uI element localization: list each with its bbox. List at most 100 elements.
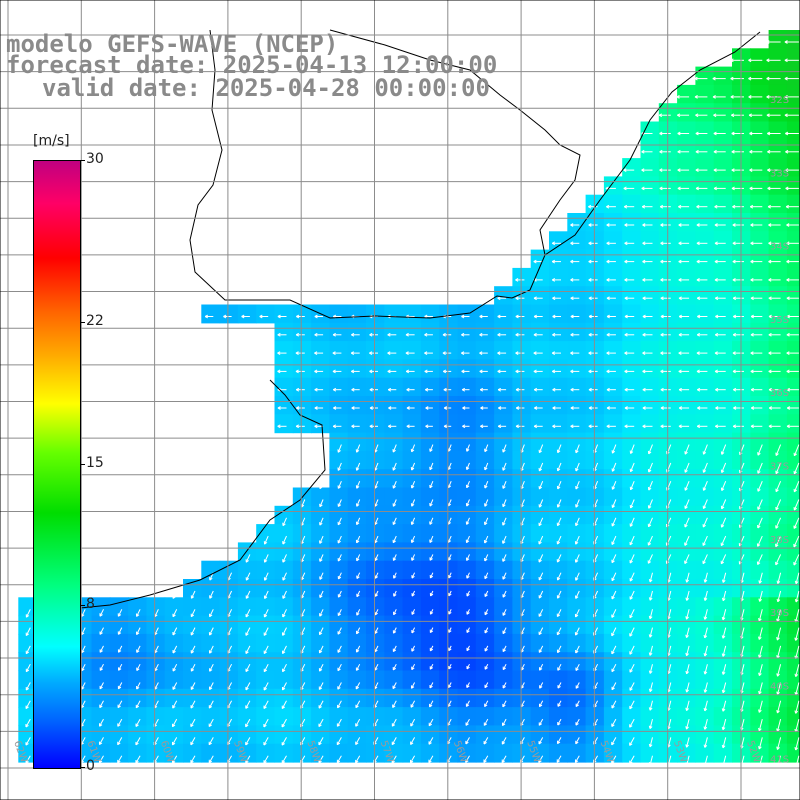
wind-speed-cell	[658, 743, 678, 763]
wind-arrow	[588, 296, 598, 301]
wind-speed-cell	[768, 341, 788, 360]
wind-speed-cell	[384, 377, 404, 397]
wind-arrow	[721, 682, 727, 694]
wind-speed-cell	[329, 633, 349, 653]
wind-speed-cell	[750, 542, 770, 562]
wind-arrow	[766, 58, 781, 63]
wind-speed-cell	[640, 231, 660, 251]
wind-arrow	[629, 481, 635, 491]
wind-speed-cell	[164, 597, 184, 617]
wind-arrow	[539, 682, 544, 689]
wind-arrow	[606, 332, 616, 337]
wind-arrow	[629, 517, 635, 527]
wind-arrow	[748, 95, 763, 99]
wind-speed-cell	[677, 359, 696, 379]
wind-speed-cell	[366, 597, 385, 617]
coastline	[189, 29, 761, 319]
wind-speed-cell	[494, 725, 513, 745]
wind-speed-cell	[567, 487, 587, 507]
wind-speed-cell	[402, 542, 422, 562]
wind-arrow	[588, 351, 598, 355]
wind-speed-cell	[128, 597, 147, 617]
wind-arrow	[190, 700, 196, 709]
wind-speed-cell	[549, 652, 568, 672]
wind-arrow	[337, 499, 342, 507]
wind-speed-cell	[329, 341, 349, 360]
wind-arrow	[515, 387, 525, 392]
wind-speed-cell	[768, 688, 788, 708]
wind-speed-cell	[366, 396, 385, 415]
wind-arrow	[296, 314, 305, 319]
wind-arrow	[794, 700, 800, 714]
wind-arrow	[502, 700, 507, 708]
wind-speed-cell	[530, 469, 550, 489]
wind-speed-cell	[549, 304, 568, 324]
wind-arrow	[465, 499, 470, 507]
wind-speed-cell	[768, 633, 788, 653]
wind-arrow	[678, 332, 690, 337]
wind-speed-cell	[567, 579, 587, 598]
wind-speed-cell	[329, 322, 349, 342]
wind-arrow	[695, 149, 708, 154]
wind-speed-cell	[658, 304, 678, 324]
wind-speed-cell	[384, 322, 404, 342]
wind-arrow	[750, 332, 763, 337]
wind-speed-cell	[475, 560, 495, 580]
wind-arrow	[135, 737, 141, 746]
wind-arrow	[786, 369, 799, 374]
wind-speed-cell	[640, 377, 660, 397]
wind-speed-cell	[750, 579, 770, 598]
wind-arrow	[25, 755, 31, 764]
wind-arrow	[556, 517, 562, 527]
wind-speed-cell	[695, 377, 715, 397]
wind-arrow	[319, 590, 324, 599]
wind-speed-cell	[750, 267, 770, 287]
wind-speed-cell	[219, 707, 239, 726]
wind-arrow	[479, 351, 488, 355]
wind-arrow	[190, 627, 196, 636]
wind-arrow	[784, 95, 799, 99]
valid-date: valid date: 2025-04-28 00:00:00	[42, 74, 490, 102]
wind-arrow	[697, 387, 708, 392]
wind-speed-cell	[677, 249, 696, 269]
wind-arrow	[336, 718, 342, 727]
wind-arrow	[647, 499, 653, 509]
wind-arrow	[502, 572, 507, 580]
wind-speed-cell	[567, 652, 587, 672]
wind-speed-cell	[658, 176, 678, 196]
wind-arrow	[714, 369, 726, 374]
wind-arrow	[750, 241, 763, 246]
wind-arrow	[461, 387, 470, 392]
wind-arrow	[337, 609, 342, 617]
wind-arrow	[575, 481, 580, 490]
wind-arrow	[611, 444, 617, 454]
wind-speed-cell	[256, 652, 276, 672]
wind-speed-cell	[786, 66, 800, 86]
wind-arrow	[319, 554, 324, 562]
wind-speed-cell	[146, 743, 166, 763]
wind-speed-cell	[567, 597, 587, 617]
wind-speed-cell	[366, 707, 385, 726]
wind-speed-cell	[622, 396, 642, 415]
wind-arrow	[479, 314, 488, 319]
wind-arrow	[659, 186, 671, 191]
wind-arrow	[374, 572, 379, 579]
wind-speed-cell	[530, 542, 550, 562]
wind-arrow	[750, 296, 763, 301]
wind-speed-cell	[292, 505, 312, 525]
wind-arrow	[245, 700, 251, 709]
wind-arrow	[337, 444, 342, 453]
wind-speed-cell	[750, 743, 770, 763]
wind-speed-cell	[658, 103, 678, 123]
wind-arrow	[714, 332, 726, 337]
wind-speed-cell	[603, 524, 623, 543]
wind-speed-cell	[18, 725, 38, 745]
wind-arrow	[793, 481, 800, 493]
wind-speed-cell	[311, 542, 330, 562]
wind-arrow	[479, 387, 488, 392]
wind-arrow	[429, 572, 434, 579]
wind-speed-cell	[329, 743, 349, 763]
wind-speed-cell	[713, 670, 733, 690]
wind-arrow	[730, 40, 744, 44]
wind-arrow	[642, 351, 653, 355]
